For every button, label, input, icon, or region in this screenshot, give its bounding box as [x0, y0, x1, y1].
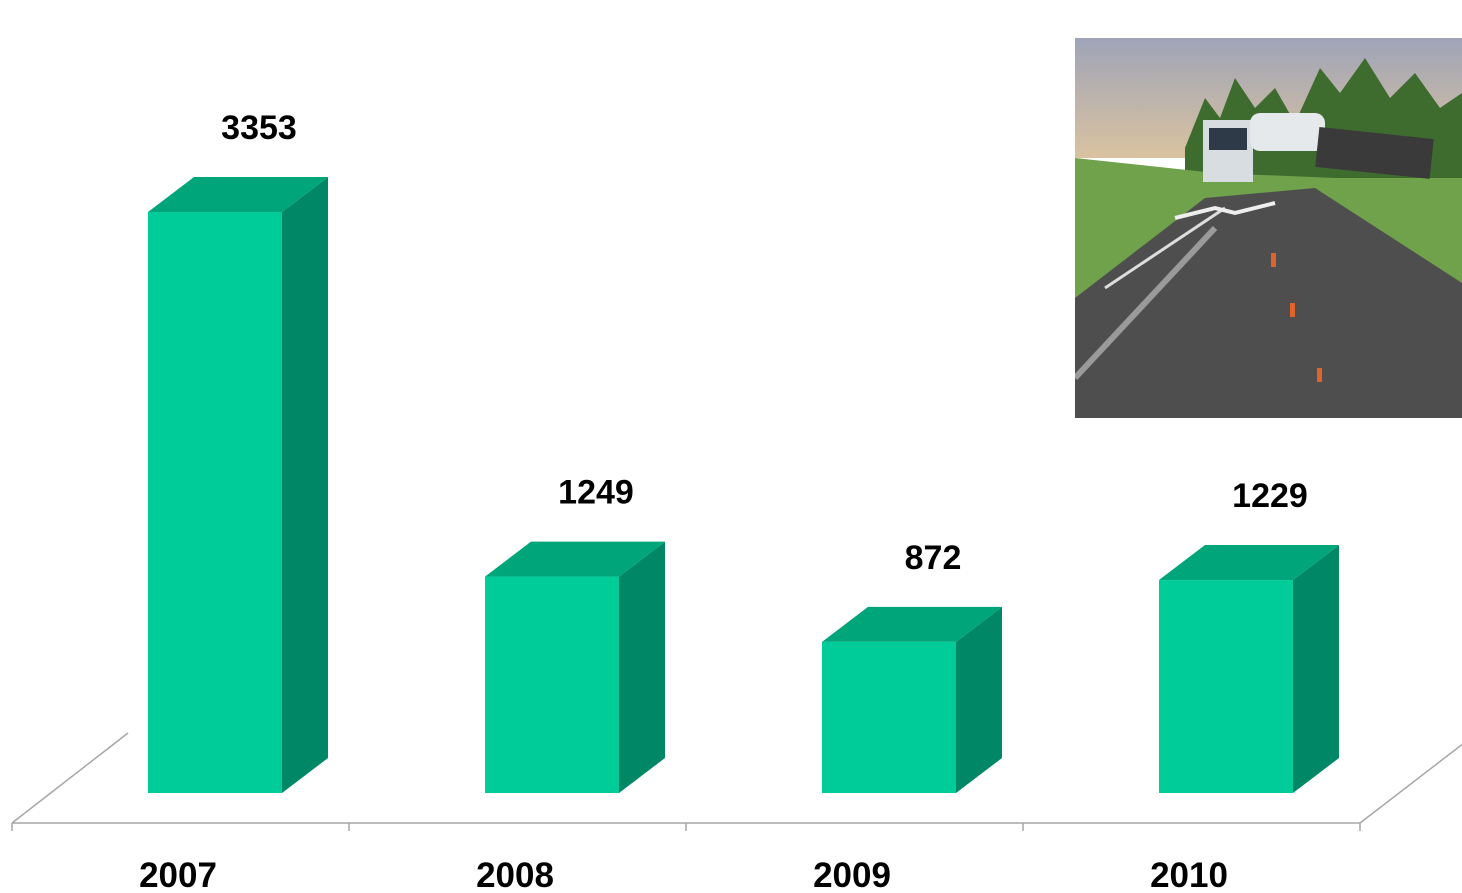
bar-2008	[485, 541, 665, 793]
bar-side	[282, 177, 328, 793]
bar-front	[485, 576, 619, 793]
bar-front	[1159, 580, 1293, 793]
x-tick-labels: 2007 2008 2009 2010	[139, 856, 1228, 893]
floor-edge-left	[11, 732, 129, 824]
x-tick-2008: 2008	[476, 856, 554, 893]
chart-floor	[11, 732, 1462, 831]
bar-top	[822, 606, 1002, 642]
x-tick-2007: 2007	[139, 856, 217, 893]
bar-2009	[822, 606, 1002, 793]
bar-top	[485, 541, 665, 577]
data-label-2007: 3353	[221, 109, 297, 147]
data-label-2009: 872	[905, 539, 962, 577]
x-tick-2009: 2009	[813, 856, 891, 893]
x-tick-2010: 2010	[1150, 856, 1228, 893]
bar-front	[822, 641, 956, 793]
accident-photo	[1075, 38, 1462, 418]
bar-side	[1293, 545, 1339, 793]
value-labels: 3353 1249 872 1229	[221, 109, 1308, 577]
bar-front	[148, 212, 282, 793]
bar-top	[148, 177, 328, 212]
bars	[148, 177, 1339, 793]
bar-side	[619, 541, 665, 793]
bar-top	[1159, 545, 1339, 581]
floor-edge-right	[1359, 743, 1462, 824]
data-label-2008: 1249	[558, 474, 634, 512]
data-label-2010: 1229	[1232, 477, 1308, 515]
bar-2007	[148, 177, 328, 793]
bar-2010	[1159, 545, 1339, 793]
bar-side	[956, 606, 1002, 793]
